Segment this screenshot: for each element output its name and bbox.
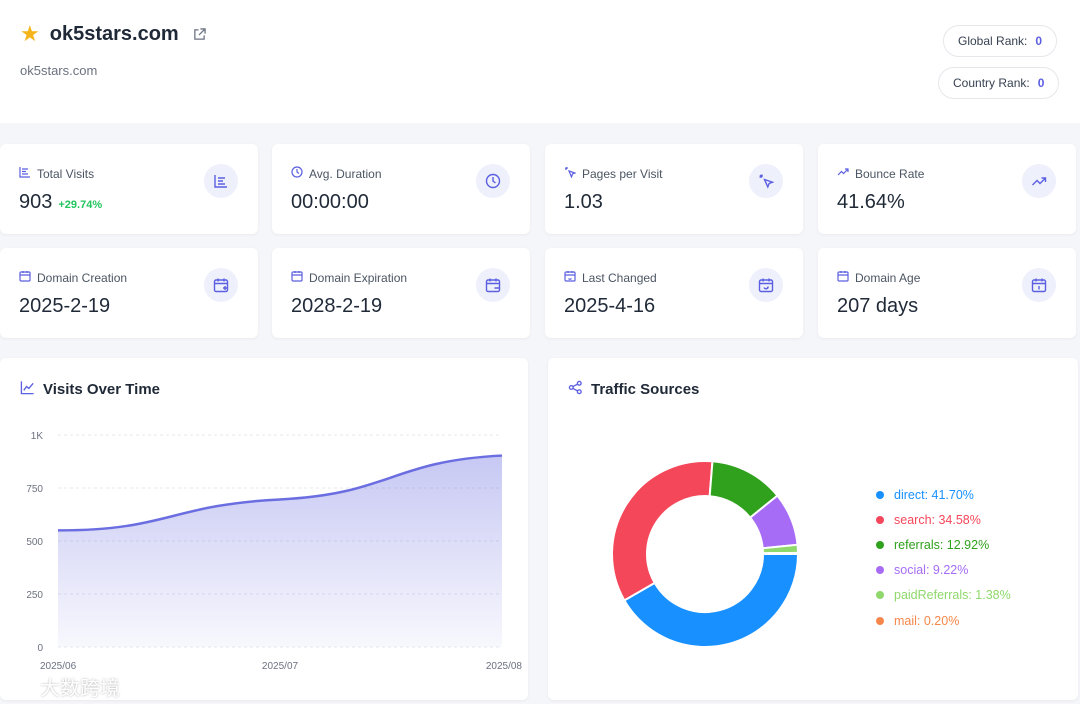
star-icon: ★ — [20, 21, 40, 46]
y-tick-label: 750 — [26, 484, 43, 495]
stat-card-avg-duration: Avg. Duration 00:00:00 — [272, 144, 530, 234]
stat-card-total-visits: Total Visits 903 +29.74% — [0, 144, 258, 234]
global-rank-badge: Global Rank: 0 — [943, 25, 1058, 57]
stat-value: 41.64% — [837, 191, 905, 213]
country-rank-badge: Country Rank: 0 — [938, 67, 1060, 99]
stat-label: Pages per Visit — [582, 166, 663, 181]
share-icon — [568, 380, 583, 399]
calendar-minus-icon — [291, 270, 303, 285]
country-rank-label: Country Rank: — [953, 76, 1030, 90]
stat-card-bounce-rate: Bounce Rate 41.64% — [818, 144, 1076, 234]
stat-label: Domain Age — [855, 270, 921, 285]
calendar-icon — [1022, 268, 1056, 302]
donut-slice — [611, 460, 714, 602]
legend-dot — [876, 515, 884, 524]
stat-delta: +29.74% — [58, 199, 103, 211]
global-rank-value: 0 — [1035, 34, 1043, 48]
line-chart-icon — [20, 380, 35, 399]
external-link-icon[interactable] — [193, 27, 206, 41]
calendar-plus-icon — [204, 268, 238, 302]
donut-slice — [761, 551, 800, 555]
visits-area-chart: 0 250 500 750 1K 2025/06 2025/07 2025/08 — [26, 431, 523, 672]
legend-label: search: 34.58% — [894, 512, 981, 527]
traffic-sources-panel: Traffic Sources direct: 41.70% search: 34… — [548, 358, 1078, 700]
bar-list-icon — [204, 164, 238, 198]
x-tick-label: 2025/08 — [486, 661, 523, 672]
trending-up-icon — [837, 166, 849, 181]
stat-value: 207 days — [837, 295, 919, 317]
bar-list-icon — [19, 166, 31, 181]
visits-over-time-panel: Visits Over Time 0 250 500 750 1K 2025/06 2025… — [0, 358, 528, 700]
cursor-click-icon — [564, 166, 577, 181]
legend-dot — [876, 566, 884, 575]
stat-value: 2025-4-16 — [564, 295, 656, 317]
calendar-icon — [837, 270, 849, 285]
y-tick-label: 500 — [26, 537, 43, 548]
legend-item[interactable]: direct: 41.70% — [876, 482, 1011, 507]
stat-card-domain-creation: Domain Creation 2025-2-19 — [0, 248, 258, 338]
legend-label: direct: 41.70% — [894, 487, 974, 502]
y-tick-label: 250 — [26, 590, 43, 601]
traffic-donut-chart — [611, 460, 800, 648]
country-rank-value: 0 — [1037, 76, 1045, 90]
site-title-row: ★ ok5stars.com — [20, 22, 206, 46]
stat-card-domain-age: Domain Age 207 days — [818, 248, 1076, 338]
global-rank-label: Global Rank: — [958, 34, 1028, 48]
stat-value: 1.03 — [564, 191, 603, 213]
stat-label: Total Visits — [37, 166, 95, 181]
legend-item[interactable]: referrals: 12.92% — [876, 532, 1011, 557]
stat-value: 2028-2-19 — [291, 295, 383, 317]
stat-card-last-changed: Last Changed 2025-4-16 — [545, 248, 803, 338]
legend-item[interactable]: paidReferrals: 1.38% — [876, 583, 1011, 608]
stat-card-domain-expiration: Domain Expiration 2028-2-19 — [272, 248, 530, 338]
y-tick-label: 1K — [31, 431, 44, 442]
trending-up-icon — [1022, 164, 1056, 198]
stat-label: Bounce Rate — [855, 166, 925, 181]
calendar-minus-icon — [476, 268, 510, 302]
stat-label: Domain Creation — [37, 270, 128, 285]
stat-value: 2025-2-19 — [19, 295, 111, 317]
legend-item[interactable]: mail: 0.20% — [876, 608, 1011, 633]
x-tick-label: 2025/06 — [40, 661, 77, 672]
legend-dot — [876, 540, 884, 549]
x-tick-label: 2025/07 — [262, 661, 299, 672]
stat-label: Last Changed — [582, 270, 657, 285]
traffic-legend: direct: 41.70% search: 34.58% referrals: 1… — [876, 482, 1011, 633]
legend-dot — [876, 616, 884, 625]
calendar-sync-icon — [564, 270, 576, 285]
legend-label: social: 9.22% — [894, 563, 969, 578]
stat-value: 00:00:00 — [291, 191, 369, 213]
legend-label: mail: 0.20% — [894, 613, 960, 628]
site-title: ok5stars.com — [49, 22, 179, 45]
calendar-plus-icon — [19, 270, 31, 285]
series-line — [57, 454, 503, 532]
site-subtitle: ok5stars.com — [20, 63, 98, 78]
cursor-click-icon — [749, 164, 783, 198]
panel-title: Traffic Sources — [591, 381, 700, 398]
legend-dot — [876, 591, 884, 600]
clock-icon — [476, 164, 510, 198]
watermark: 大数跨境 — [8, 672, 120, 701]
legend-label: referrals: 12.92% — [894, 537, 990, 552]
clock-icon — [291, 166, 303, 181]
legend-item[interactable]: search: 34.58% — [876, 507, 1011, 532]
watermark-logo-icon — [8, 673, 34, 701]
stat-label: Avg. Duration — [309, 166, 382, 181]
legend-item[interactable]: social: 9.22% — [876, 558, 1011, 583]
panel-title: Visits Over Time — [43, 381, 161, 398]
legend-dot — [876, 490, 884, 499]
stat-value: 903 — [19, 191, 53, 213]
stat-card-pages-per-visit: Pages per Visit 1.03 — [545, 144, 803, 234]
y-tick-label: 0 — [37, 643, 43, 654]
legend-label: paidReferrals: 1.38% — [894, 588, 1011, 603]
donut-slice — [622, 553, 800, 648]
calendar-sync-icon — [749, 268, 783, 302]
site-header: ★ ok5stars.com ok5stars.com Global Rank:… — [0, 0, 1080, 123]
stat-label: Domain Expiration — [309, 270, 408, 285]
series-area — [58, 455, 502, 647]
watermark-text: 大数跨境 — [40, 678, 120, 700]
